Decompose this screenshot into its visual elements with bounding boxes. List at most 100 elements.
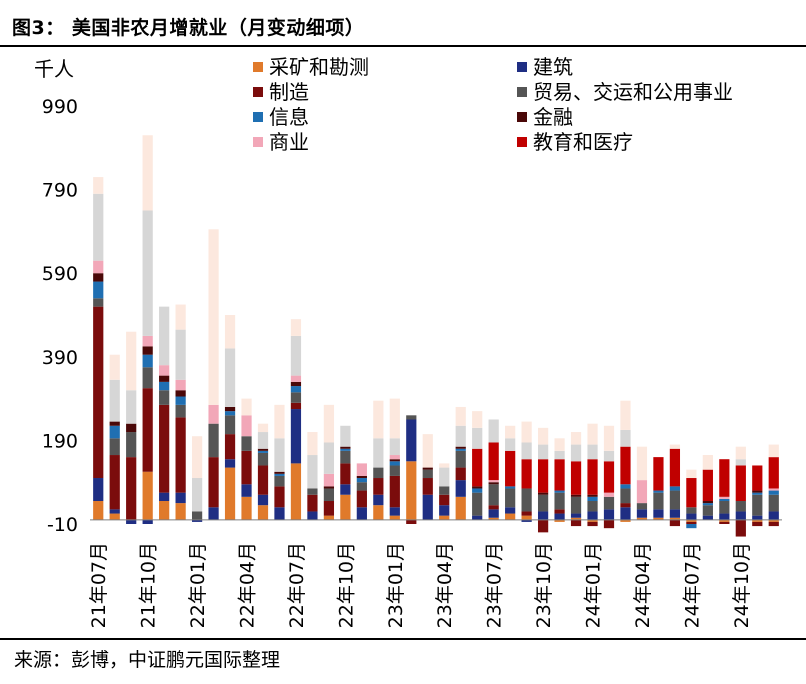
bar-segment-prof [505,438,516,451]
bar-segment-prof [488,419,499,443]
x-tick-label: 24年10月 [731,542,753,628]
bar-segment-information [290,386,302,393]
bar-segment-health [752,465,763,491]
legend-label-business: 商业 [269,130,309,154]
figure-title: 图3： 美国非农月增就业（月变动细项） [12,17,365,39]
bar-segment-trade [472,492,483,516]
bar-segment-trade [603,496,615,510]
bar-segment-prof [93,193,104,261]
bar-segment-trade [126,432,137,458]
bar-segment-information [257,450,269,453]
bar-segment-manufacturing [142,388,153,472]
bar-segment-information [653,490,664,493]
bar-segment-health [472,448,483,487]
bar-segment-finance [109,421,120,426]
bar-segment-trade [735,501,746,512]
bar-segment-manufacturing [603,519,615,529]
bar-segment-manufacturing [570,519,582,527]
bar-segment-leisure [735,446,746,460]
bar-segment-information [702,503,713,506]
x-tick-label: 24年07月 [681,542,703,628]
bar-segment-construction [406,419,417,462]
bar-segment-manufacturing [241,450,252,485]
bar-segment-information [587,496,598,502]
bar-segment-manufacturing [537,519,549,533]
bar-segment-business [719,496,730,499]
bar-segment-construction [686,513,697,520]
bar-segment-information [224,411,236,416]
bar-segment-health [505,450,516,487]
bar-segment-business [175,379,186,391]
bar-segment-construction [340,484,351,495]
bar-segment-business [389,455,400,460]
bar-segment-construction [735,511,746,520]
x-tick-label: 22年07月 [286,542,308,628]
legend-label-finance: 金融 [533,105,573,129]
legend-swatch-health [517,137,527,147]
bar-segment-manufacturing [159,404,170,493]
bar-segment-leisure [109,354,120,380]
bar-segment-trade [290,392,302,403]
bar-segment-construction [587,511,598,520]
bar-segment-finance [356,475,367,479]
x-tick-label: 23年01月 [385,542,407,628]
bar-segment-construction [274,507,285,520]
bar-segment-finance [752,490,763,493]
bar-segment-mining [521,515,532,520]
bar-segment-mining [636,517,648,520]
bar-segment-manufacturing [109,455,120,510]
bar-segment-business [241,415,252,437]
bar-segment-mining [373,505,384,520]
bar-segment-manufacturing [422,478,433,495]
bar-segment-trade [620,488,631,504]
bar-segment-construction [768,511,779,520]
bar-segment-mining [719,519,730,522]
bar-segment-leisure [93,177,104,194]
bar-segment-leisure [373,400,384,439]
bar-segment-manufacturing [686,521,697,524]
bar-segment-trade [587,501,598,512]
bar-segment-finance [488,482,499,485]
bar-segment-health [702,469,713,502]
bar-segment-trade [768,494,779,512]
bar-segment-prof [307,455,318,489]
legend-swatch-construction [517,62,527,72]
bar-segment-prof [735,459,746,466]
bar-segment-mining [159,501,170,520]
bar-segment-leisure [439,463,450,468]
legend-label-construction: 建筑 [533,55,573,79]
bar-segment-leisure [175,304,186,330]
bar-segment-business [356,463,367,476]
bar-segment-finance [224,406,236,412]
bar-segment-mining [109,513,120,520]
bar-segment-trade [373,467,384,479]
bar-segment-manufacturing [735,519,746,537]
bar-segment-trade [109,438,120,456]
bar-segment-finance [274,471,285,474]
bar-segment-business [290,375,302,382]
bar-segment-construction [142,519,153,524]
bar-segment-manufacturing [554,509,565,514]
bar-segment-leisure [537,427,549,445]
bar-segment-prof [323,442,335,474]
bar-segment-prof [142,210,153,336]
bar-segment-leisure [472,411,483,428]
bar-segment-trade [241,436,252,451]
bar-segment-manufacturing [521,511,532,516]
bar-segment-mining [669,517,681,520]
bar-segment-mining [587,519,598,522]
bar-segment-information [752,492,763,495]
bar-segment-leisure [323,404,335,443]
bar-segment-finance [472,486,483,489]
bar-segment-construction [570,513,582,518]
bar-segment-prof [159,306,170,366]
bar-segment-construction [356,507,367,520]
bar-segment-prof [472,427,483,449]
bar-segment-manufacturing [455,467,466,481]
bar-segment-manufacturing [620,503,631,508]
x-tick-label: 21年10月 [138,542,160,628]
x-tick-label: 22年04月 [237,542,259,628]
bar-segment-leisure [257,423,269,433]
bar-segment-trade [389,465,400,476]
